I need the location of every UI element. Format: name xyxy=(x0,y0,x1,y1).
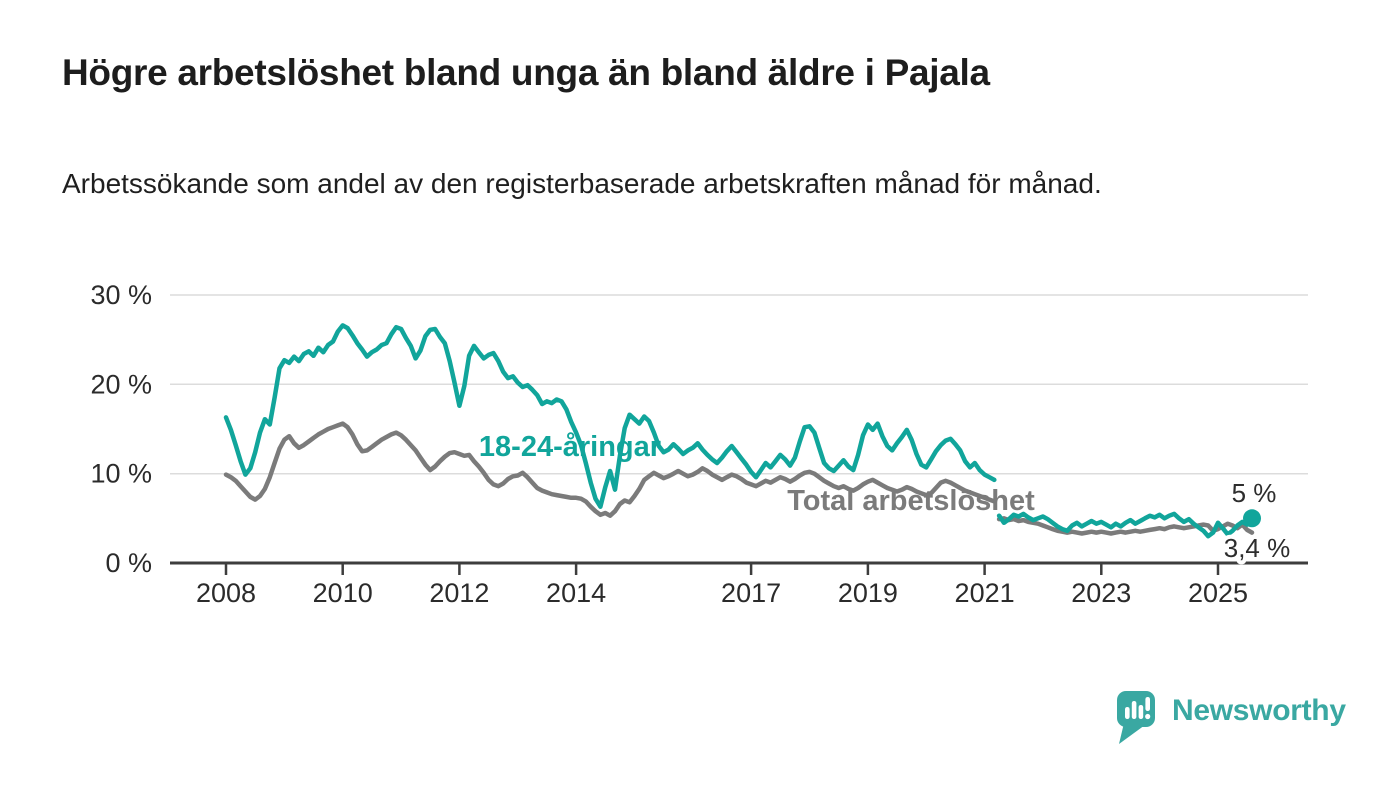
x-tick-label-2012: 2012 xyxy=(429,578,489,608)
series-label-youth: 18-24-åringar xyxy=(479,431,661,463)
y-tick-label-10: 10 % xyxy=(90,459,152,489)
x-tick-label-2010: 2010 xyxy=(313,578,373,608)
line-total-post-2021 xyxy=(996,516,1255,536)
newsworthy-logo-icon xyxy=(1117,691,1155,744)
x-tick-label-2025: 2025 xyxy=(1188,578,1248,608)
chart-subtitle: Arbetssökande som andel av den registerb… xyxy=(62,168,1102,199)
y-tick-label-0: 0 % xyxy=(105,548,152,578)
newsworthy-logo: Newsworthy xyxy=(1117,691,1347,744)
latest-value-label-total: 3,4 % xyxy=(1224,533,1291,563)
x-tick-label-2019: 2019 xyxy=(838,578,898,608)
y-tick-label-20: 20 % xyxy=(90,369,152,399)
y-tick-label-30: 30 % xyxy=(90,280,152,310)
latest-value-label-youth: 5 % xyxy=(1232,478,1277,508)
line-chart: 30 % 20 % 10 % 0 % 2008 2010 2012 2014 2… xyxy=(90,280,1308,608)
x-tick-label-2008: 2008 xyxy=(196,578,256,608)
series-label-total: Total arbetslöshet xyxy=(787,485,1035,517)
x-tick-label-2021: 2021 xyxy=(955,578,1015,608)
page-title: Högre arbetslöshet bland unga än bland ä… xyxy=(62,52,990,93)
newsworthy-logo-text: Newsworthy xyxy=(1172,694,1346,727)
x-tick-label-2017: 2017 xyxy=(721,578,781,608)
x-tick-label-2014: 2014 xyxy=(546,578,606,608)
line-total-pre-2021 xyxy=(223,421,997,518)
line-youth-pre-2021 xyxy=(223,323,997,509)
latest-point-dot xyxy=(1243,509,1261,528)
x-tick-label-2023: 2023 xyxy=(1071,578,1131,608)
line-youth-post-2021 xyxy=(996,511,1255,539)
